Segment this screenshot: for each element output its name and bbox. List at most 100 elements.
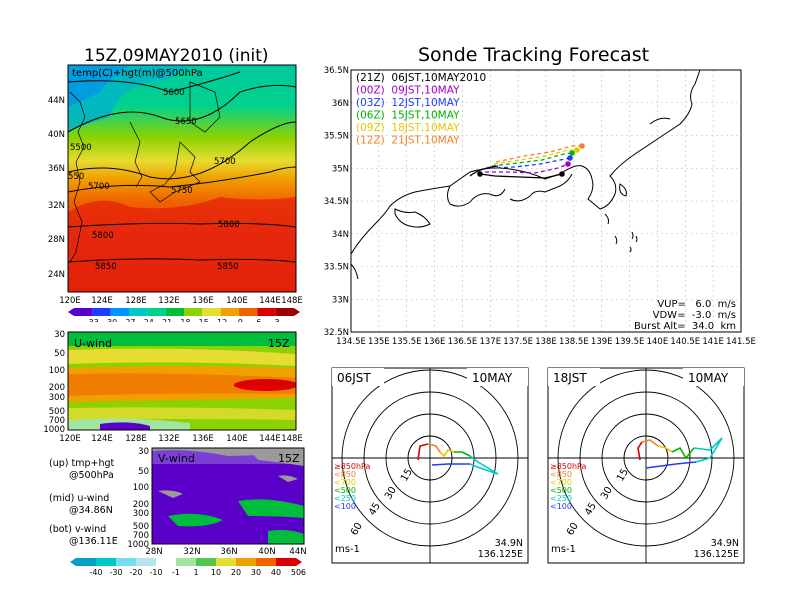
track-lon-label: 141E	[702, 337, 724, 347]
temp-colorbar-swatch	[202, 308, 221, 316]
hodograph-legend-item: ≥850hPa	[550, 462, 587, 471]
svg-text:100: 100	[49, 366, 65, 376]
svg-text:144E: 144E	[259, 296, 281, 306]
temp-colorbar-label: -18	[177, 318, 190, 322]
svg-text:140E: 140E	[226, 434, 248, 444]
temp-colorbar-swatch	[257, 308, 276, 316]
contour-label: 5750	[171, 186, 193, 196]
contour-label: 5600	[163, 88, 185, 98]
hodograph-1800-trace	[637, 437, 723, 469]
svg-text:132E: 132E	[158, 296, 180, 306]
svg-text:300: 300	[49, 393, 65, 403]
wind-colorbar-swatch	[176, 558, 196, 566]
svg-text:124E: 124E	[91, 296, 113, 306]
hodograph-segment	[641, 439, 659, 447]
vwind-panel: V-wind 15Z 30 50 100 200 300 500 700 100…	[128, 447, 307, 556]
track-lon-label: 141.5E	[726, 337, 756, 347]
uwind-panel: U-wind 15Z 30 50 100 200 300 500 700 100…	[43, 330, 303, 444]
svg-text:144E: 144E	[259, 434, 281, 444]
track-lines	[469, 143, 585, 179]
sonde-launch-point	[477, 171, 483, 177]
sonde-burst-point	[559, 171, 565, 177]
temp-colorbar-swatch	[129, 308, 148, 316]
wind-colorbar-label: 40	[271, 568, 281, 577]
svg-text:200: 200	[133, 500, 149, 510]
wind-colorbar-label: 1	[193, 568, 198, 577]
sonde-burst-point	[569, 150, 575, 156]
svg-text:32N: 32N	[48, 201, 65, 211]
track-lat-label: 32.5N	[324, 328, 349, 338]
svg-text:32N: 32N	[183, 547, 200, 556]
track-legend: (21Z) 06JST,10MAY2010(00Z) 09JST,10MAY(0…	[356, 72, 486, 147]
wind-colorbar-swatch	[136, 558, 156, 566]
wind-colorbar-swatch	[216, 558, 236, 566]
wind-colorbar-label: -40	[89, 568, 102, 577]
contour-label: 5650	[175, 117, 197, 127]
hodograph-legend-item: <700	[550, 478, 572, 487]
svg-text:500: 500	[133, 522, 149, 532]
hodograph-segment	[431, 463, 470, 466]
temp-colorbar-swatch	[220, 308, 239, 316]
track-lon-label: 137E	[479, 337, 501, 347]
svg-text:28N: 28N	[145, 547, 162, 556]
hodograph-legend-item: <250	[550, 494, 572, 503]
temp-colorbar-swatch	[275, 308, 294, 316]
temp-colorbar-swatch	[184, 308, 203, 316]
wind-colorbar-label: 20	[231, 568, 241, 577]
upper-map-label: temp(C)+hgt(m)@500hPa	[72, 68, 203, 79]
uwind-y-labels: 30 50 100 200 300 500 700 1000	[43, 330, 65, 435]
right-title: Sonde Tracking Forecast	[418, 44, 650, 66]
contour-label: 5850	[95, 262, 117, 272]
track-map-lat-labels: 36.5N 36N 35.5N 35N 34.5N 34N 33.5N 33N 32.5N	[324, 66, 349, 338]
wind-colorbar-label: -1	[172, 568, 180, 577]
contour-label: 5500	[70, 143, 92, 153]
contour-label: 5850	[217, 262, 239, 272]
svg-text:128E: 128E	[125, 296, 147, 306]
svg-text:44N: 44N	[48, 96, 65, 106]
svg-text:30: 30	[54, 330, 65, 340]
temp-colorbar-label: -24	[141, 318, 154, 322]
track-lon-label: 137.5E	[503, 337, 533, 347]
temp-colorbar-label: -6	[253, 318, 261, 322]
track-lon-label: 136.5E	[448, 337, 478, 347]
svg-text:132E: 132E	[158, 434, 180, 444]
temp-colorbar-label: -21	[159, 318, 172, 322]
sonde-burst-point	[574, 147, 580, 153]
svg-text:120E: 120E	[59, 296, 81, 306]
svg-text:36N: 36N	[220, 547, 237, 556]
hodograph-segment	[657, 445, 673, 453]
sonde-burst-point	[565, 161, 571, 167]
wind-colorbar-swatch	[196, 558, 216, 566]
upper-map-contour-labels: 5600 5650 5700 5750 5800 5850 5500 550 5…	[68, 88, 240, 272]
hodograph-legend-item: <500	[334, 486, 356, 495]
svg-text:128E: 128E	[125, 434, 147, 444]
wind-colorbar-label: 10	[211, 568, 221, 577]
svg-text:148E: 148E	[281, 296, 303, 306]
track-legend-item: (12Z) 21JST,10MAY	[356, 135, 460, 147]
hodograph-1800-time: 18JST	[553, 371, 587, 385]
hodograph-0600-units: ms-1	[335, 544, 360, 555]
hodograph-1800: 15 30 45 60 18JST 10MAY ≥850hPa<850<700<…	[547, 367, 745, 564]
hodograph-1800-legend: ≥850hPa<850<700<500<250<100	[550, 462, 587, 511]
track-lon-label: 140.5E	[670, 337, 700, 347]
vwind-x-labels: 28N 32N 36N 40N 44N	[145, 547, 306, 556]
note-up: (up) tmp+hgt @500hPa	[49, 458, 115, 481]
temp-colorbar-swatch	[147, 308, 166, 316]
wind-colorbar-label: 60	[301, 568, 306, 577]
vwind-y-labels: 30 50 100 200 300 500 700 1000	[128, 447, 149, 550]
wind-colorbar-label: 50	[291, 568, 301, 577]
temp-colorbar-label: -30	[104, 318, 117, 322]
left-title: 15Z,09MAY2010 (init)	[84, 46, 269, 66]
uwind-x-labels: 120E 124E 128E 132E 136E 140E 144E 148E	[59, 434, 303, 444]
svg-text:50: 50	[54, 349, 65, 359]
upper-temperature-map: 5600 5650 5700 5750 5800 5850 5500 550 5…	[48, 64, 303, 322]
track-legend-item: (21Z) 06JST,10MAY2010	[356, 72, 486, 84]
sonde-track-line	[493, 149, 577, 165]
hodograph-legend-item: <700	[334, 478, 356, 487]
track-legend-item: (00Z) 09JST,10MAY	[356, 85, 460, 97]
temperature-colorbar: -33 -30 -27 -24 -21 -18 -15 -12 -9 -6 -3	[68, 308, 300, 322]
svg-text:124E: 124E	[91, 434, 113, 444]
uwind-label: U-wind	[74, 337, 112, 350]
svg-text:700: 700	[49, 416, 65, 426]
temp-colorbar-swatch	[165, 308, 184, 316]
